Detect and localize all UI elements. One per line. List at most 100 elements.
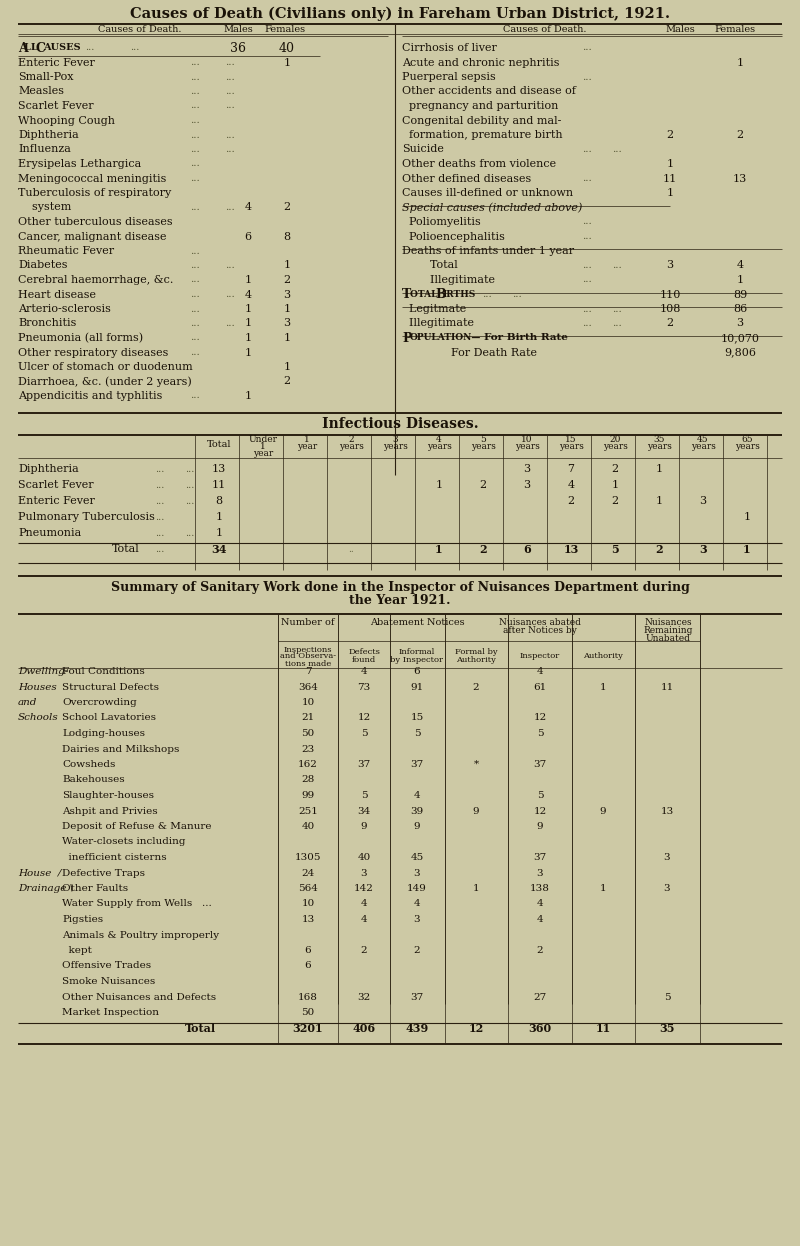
Text: 1: 1 [245,275,251,285]
Text: and: and [18,698,38,706]
Text: 13: 13 [660,806,674,815]
Text: 3: 3 [699,496,706,507]
Text: ...: ... [190,247,200,255]
Text: years: years [514,442,539,451]
Text: ...: ... [155,497,164,506]
Text: Abatement Notices: Abatement Notices [370,618,464,627]
Text: 1305: 1305 [294,854,322,862]
Text: 1: 1 [435,481,442,491]
Text: Rheumatic Fever: Rheumatic Fever [18,245,114,255]
Text: Pneumonia: Pneumonia [18,528,82,538]
Text: years: years [602,442,627,451]
Text: Remaining: Remaining [643,625,693,635]
Text: ...: ... [190,59,200,67]
Text: Deaths of infants under 1 year: Deaths of infants under 1 year [402,245,574,255]
Text: years: years [558,442,583,451]
Text: Causes of Death.: Causes of Death. [503,25,586,34]
Text: ...: ... [582,72,592,81]
Text: 142: 142 [354,883,374,893]
Text: Influenza: Influenza [18,145,71,155]
Text: 4: 4 [737,260,743,270]
Text: 1: 1 [215,512,222,522]
Text: 86: 86 [733,304,747,314]
Text: 406: 406 [353,1023,375,1033]
Text: 2: 2 [567,496,574,507]
Text: ...: ... [155,513,164,522]
Text: 5: 5 [361,729,367,738]
Text: 4: 4 [537,915,543,925]
Text: 8: 8 [283,232,290,242]
Text: Overcrowding: Overcrowding [62,698,137,706]
Text: 364: 364 [298,683,318,692]
Text: Causes of Death (Civilians only) in Fareham Urban District, 1921.: Causes of Death (Civilians only) in Fare… [130,6,670,21]
Text: ...: ... [190,159,200,168]
Text: ...: ... [582,232,592,240]
Text: ...: ... [190,348,200,358]
Text: Authority: Authority [583,653,623,660]
Text: ...: ... [225,59,235,67]
Text: 40: 40 [358,854,370,862]
Text: 1: 1 [743,545,751,554]
Text: *: * [474,760,478,769]
Text: B: B [435,288,446,302]
Text: 1: 1 [260,442,266,451]
Text: Diphtheria: Diphtheria [18,130,78,140]
Text: Total: Total [402,260,458,270]
Text: 1: 1 [737,57,743,67]
Text: 34: 34 [358,806,370,815]
Text: 73: 73 [358,683,370,692]
Text: ...: ... [190,131,200,140]
Text: 10: 10 [302,900,314,908]
Text: ...: ... [190,334,200,343]
Text: 1: 1 [666,188,674,198]
Text: 251: 251 [298,806,318,815]
Text: 89: 89 [733,289,747,299]
Text: 3: 3 [664,854,670,862]
Text: 4: 4 [361,915,367,925]
Text: by Inspector: by Inspector [390,655,443,664]
Text: Meningococcal meningitis: Meningococcal meningitis [18,173,166,183]
Text: Polioencephalitis: Polioencephalitis [402,232,505,242]
Text: 2: 2 [666,319,674,329]
Text: 6: 6 [523,545,531,554]
Text: 3: 3 [283,289,290,299]
Text: ...: ... [612,319,622,328]
Text: Pigsties: Pigsties [62,915,103,925]
Text: ...: ... [582,44,592,52]
Text: ...: ... [482,290,492,299]
Text: 5: 5 [414,729,420,738]
Text: 108: 108 [659,304,681,314]
Text: ...: ... [582,275,592,284]
Text: Other tuberculous diseases: Other tuberculous diseases [18,217,173,227]
Text: Offensive Trades: Offensive Trades [62,962,151,971]
Text: 45: 45 [697,435,709,444]
Text: 11: 11 [212,481,226,491]
Text: 5: 5 [537,729,543,738]
Text: ...: ... [190,72,200,81]
Text: Deposit of Refuse & Manure: Deposit of Refuse & Manure [62,822,211,831]
Text: Schools: Schools [18,714,58,723]
Text: 91: 91 [410,683,424,692]
Text: 9: 9 [473,806,479,815]
Text: 9: 9 [414,822,420,831]
Text: 13: 13 [733,173,747,183]
Text: years: years [338,442,363,451]
Text: 35: 35 [659,1023,674,1033]
Text: 2: 2 [737,130,743,140]
Text: 9,806: 9,806 [724,348,756,358]
Text: Pneumonia (all forms): Pneumonia (all forms) [18,333,143,343]
Text: ...: ... [582,218,592,227]
Text: 15: 15 [410,714,424,723]
Text: ...: ... [190,87,200,96]
Text: 149: 149 [407,883,427,893]
Text: ...: ... [612,304,622,314]
Text: 1: 1 [611,481,618,491]
Text: ...: ... [582,260,592,270]
Text: years: years [734,442,759,451]
Text: Nuisances: Nuisances [644,618,692,627]
Text: years: years [646,442,671,451]
Text: ...: ... [225,87,235,96]
Text: ...: ... [155,465,164,473]
Text: Other accidents and disease of: Other accidents and disease of [402,86,576,96]
Text: 1: 1 [655,496,662,507]
